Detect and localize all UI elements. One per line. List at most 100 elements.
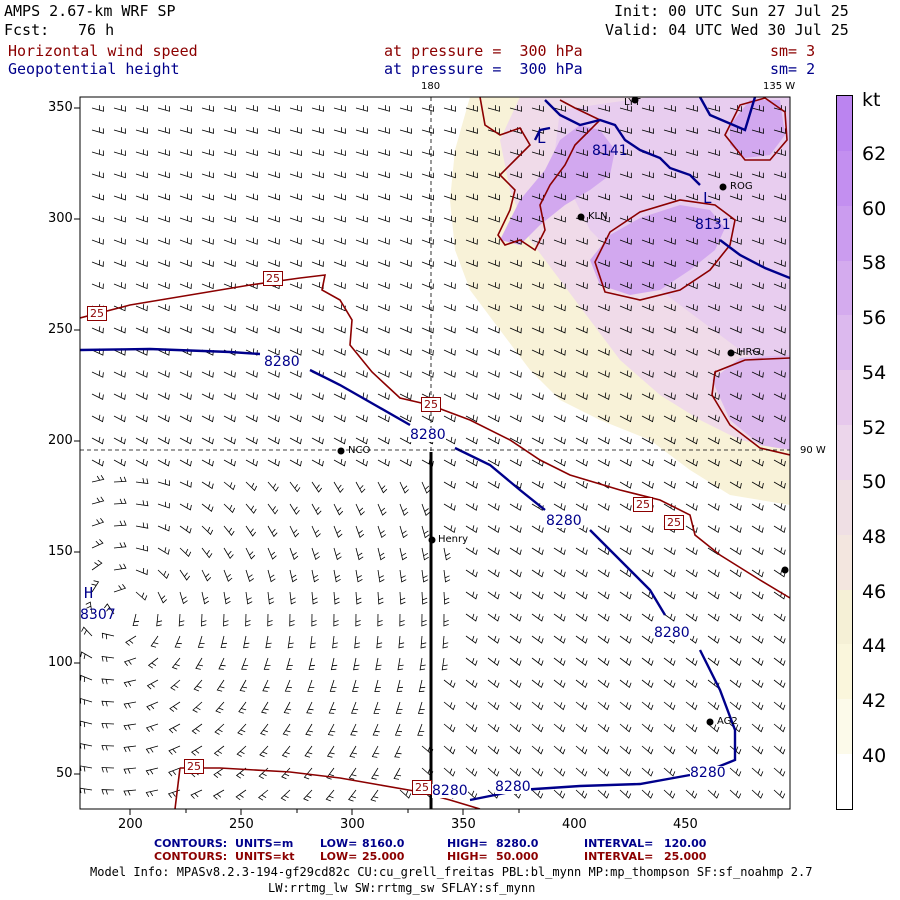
y-tick-350: 350 <box>48 100 73 115</box>
wind-barb <box>751 547 764 556</box>
wind-barb <box>509 348 522 356</box>
wind-barb <box>245 370 258 378</box>
x-tick-300: 300 <box>340 817 365 832</box>
field-name-wind: Horizontal wind speed <box>8 42 198 60</box>
wind-barb <box>707 613 720 622</box>
wind-barb <box>421 171 434 179</box>
wind-barb <box>201 503 214 512</box>
wind-barb <box>258 789 269 801</box>
wind-barb <box>685 503 698 511</box>
wind-barb <box>729 525 742 534</box>
wind-barb <box>399 237 412 245</box>
wind-barb <box>597 392 610 401</box>
wind-barb <box>553 392 566 401</box>
wind-barb <box>487 193 500 201</box>
wind-barb <box>179 215 192 223</box>
wind-barb <box>773 370 786 378</box>
wind-barb <box>245 392 258 401</box>
wind-barb <box>619 414 632 423</box>
wind-barb <box>282 723 291 736</box>
wind-barb <box>487 458 500 467</box>
wind-barb <box>399 503 409 516</box>
wind-barb <box>575 701 588 711</box>
footer-row1-low: 8160.0 <box>362 837 405 850</box>
wind-barb <box>333 392 346 401</box>
wind-barb <box>487 171 500 179</box>
wind-barb <box>377 193 390 201</box>
isotach-25-ne <box>724 97 788 161</box>
wind-barb <box>685 436 698 445</box>
wind-barb <box>465 547 478 556</box>
wind-barb <box>641 657 654 666</box>
wind-barb <box>597 591 610 600</box>
wind-barb <box>223 215 236 223</box>
wind-barb <box>418 679 426 693</box>
wind-barb <box>707 105 721 112</box>
wind-barb <box>465 149 478 157</box>
wind-barb <box>597 547 610 556</box>
y-tick-150: 150 <box>48 544 73 559</box>
wind-barb <box>465 326 478 334</box>
wind-barb <box>751 237 764 245</box>
wind-barb <box>332 635 338 649</box>
height-label-8280-e: 8280 <box>690 765 726 781</box>
wind-barb <box>509 414 522 423</box>
footer-row2-interval: 25.000 <box>664 850 707 863</box>
wind-barb <box>123 789 137 796</box>
wind-barb <box>377 503 387 516</box>
wind-barb <box>215 701 225 714</box>
wind-barb <box>289 547 299 560</box>
wind-barb <box>80 651 93 659</box>
wind-barb <box>663 613 676 622</box>
wind-barb <box>729 304 742 312</box>
wind-barb <box>487 503 500 511</box>
wind-barb <box>443 458 456 467</box>
wind-barb <box>311 237 324 245</box>
wind-barb <box>707 657 720 666</box>
footer-row2-interval-label: INTERVAL= <box>584 850 654 863</box>
wind-barb <box>289 481 301 493</box>
wind-barb <box>597 127 610 134</box>
wind-barb <box>487 348 500 356</box>
wind-barb <box>91 149 104 157</box>
wind-barb <box>553 613 566 622</box>
wind-barb <box>531 723 544 733</box>
wind-barb <box>333 149 346 157</box>
wind-barb <box>465 569 478 578</box>
wind-barb <box>641 304 654 312</box>
colorbar-block <box>837 150 852 206</box>
wind-barb <box>355 259 368 267</box>
wind-barb <box>465 723 478 733</box>
wind-barb <box>223 569 233 582</box>
wind-barb <box>487 591 500 600</box>
wind-barb <box>157 436 170 445</box>
jet-core-2 <box>590 205 725 295</box>
wind-barb <box>531 613 544 622</box>
wind-barb <box>707 215 720 223</box>
wind-barb <box>619 436 632 445</box>
wind-barb <box>289 171 302 179</box>
wind-barb <box>223 171 236 179</box>
wind-barb <box>287 635 294 649</box>
wind-barb <box>223 436 236 445</box>
wind-barb <box>157 370 170 378</box>
wind-barb <box>135 370 148 378</box>
wind-barb <box>377 458 390 467</box>
wind-barb <box>135 436 148 445</box>
wind-barb <box>773 392 786 401</box>
speed-label-25-e: 25 <box>664 515 684 530</box>
wind-barb <box>619 591 632 600</box>
wind-barb <box>663 127 676 134</box>
wind-barb <box>223 547 234 559</box>
wind-barb <box>487 525 500 534</box>
wind-barb <box>575 105 589 112</box>
wind-barb <box>333 237 346 245</box>
wind-barb <box>663 149 676 157</box>
wind-barb <box>309 635 316 649</box>
wind-barb <box>685 259 698 267</box>
wind-barb <box>553 745 566 755</box>
wind-barb <box>619 259 632 267</box>
wind-barb <box>443 414 456 423</box>
wind-barb <box>135 500 149 507</box>
wind-barb <box>399 149 412 157</box>
